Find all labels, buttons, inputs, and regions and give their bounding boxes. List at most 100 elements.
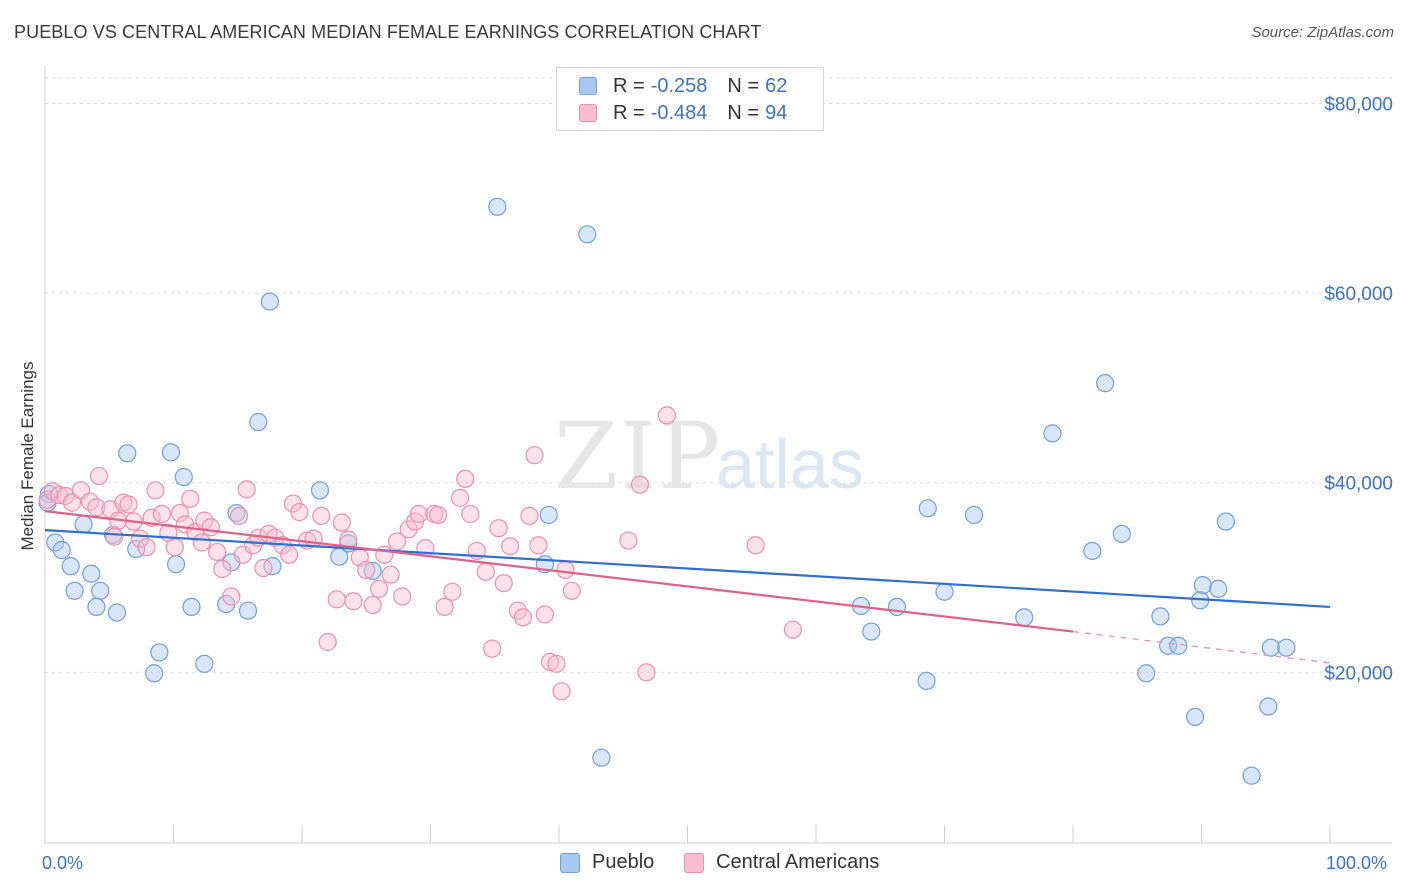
point-central-american xyxy=(170,503,190,523)
point-pueblo xyxy=(578,225,597,244)
point-pueblo xyxy=(887,597,907,617)
point-pueblo xyxy=(46,533,65,552)
legend-swatch-pueblo xyxy=(579,77,597,95)
point-central-american xyxy=(254,558,273,578)
point-pueblo xyxy=(260,292,279,311)
point-central-american xyxy=(208,542,227,562)
y-tick-label: $80,000 xyxy=(1324,94,1393,115)
correlation-legend: R = -0.258 N = 62 R = -0.484 N = 94 xyxy=(556,67,824,131)
point-central-american xyxy=(229,506,249,525)
point-pueblo xyxy=(592,748,611,767)
point-pueblo xyxy=(1216,512,1236,531)
chart-title: PUEBLO VS CENTRAL AMERICAN MEDIAN FEMALE… xyxy=(14,22,762,42)
point-central-american xyxy=(520,506,539,525)
point-central-american xyxy=(332,513,351,532)
point-pueblo xyxy=(118,444,137,463)
point-pueblo xyxy=(174,467,193,487)
point-central-american xyxy=(552,682,571,701)
point-central-american xyxy=(556,560,575,580)
point-pueblo xyxy=(65,581,84,600)
legend-row-central-americans: R = -0.484 N = 94 xyxy=(579,100,787,126)
point-central-american xyxy=(393,587,412,606)
point-central-american xyxy=(146,481,165,500)
point-central-american xyxy=(562,581,581,600)
watermark-zip: ZIP xyxy=(554,403,722,510)
point-central-american xyxy=(501,537,520,556)
point-pueblo xyxy=(82,564,101,583)
point-pueblo xyxy=(310,481,330,500)
point-central-american xyxy=(657,406,677,425)
point-central-american xyxy=(399,520,418,539)
point-pueblo xyxy=(91,581,110,600)
point-pueblo xyxy=(74,515,93,534)
point-central-american xyxy=(213,559,232,579)
legend-n-value: 94 xyxy=(765,101,788,124)
point-central-american xyxy=(525,446,544,465)
point-central-american xyxy=(443,582,462,601)
point-pueblo xyxy=(87,597,106,617)
point-central-american xyxy=(119,495,138,514)
point-central-american xyxy=(152,504,172,524)
point-pueblo xyxy=(1015,608,1034,627)
point-pueblo xyxy=(1209,579,1228,598)
gridlines xyxy=(45,77,1392,673)
point-pueblo xyxy=(1185,707,1205,726)
point-pueblo xyxy=(917,671,936,690)
point-central-american xyxy=(357,560,376,580)
point-central-american xyxy=(547,654,566,673)
legend-swatch-central-americans xyxy=(579,104,597,122)
watermark-atlas: atlas xyxy=(716,425,864,503)
point-central-american xyxy=(105,527,124,546)
point-central-american xyxy=(429,505,448,525)
point-central-american xyxy=(290,502,309,522)
point-pueblo xyxy=(107,603,127,622)
point-pueblo xyxy=(61,557,80,576)
point-central-american xyxy=(461,504,480,524)
point-central-american xyxy=(540,652,560,672)
point-pueblo xyxy=(1242,766,1261,785)
point-central-american xyxy=(535,605,554,624)
point-central-american xyxy=(280,545,299,564)
legend-n-label: N = xyxy=(727,74,760,97)
point-central-american xyxy=(304,529,323,548)
point-central-american xyxy=(192,533,211,552)
point-pueblo xyxy=(1083,541,1102,561)
point-pueblo xyxy=(935,582,954,601)
point-pueblo xyxy=(918,499,937,518)
point-pueblo xyxy=(238,601,258,620)
point-pueblo xyxy=(539,505,558,525)
point-central-american xyxy=(630,475,650,494)
point-central-american xyxy=(38,490,57,509)
y-tick-label: $40,000 xyxy=(1324,474,1393,495)
point-central-american xyxy=(529,536,548,555)
point-central-american xyxy=(456,469,475,489)
point-pueblo xyxy=(1137,664,1156,683)
point-pueblo xyxy=(1259,697,1278,716)
point-pueblo xyxy=(1261,638,1280,657)
legend-row-pueblo: R = -0.258 N = 62 xyxy=(579,73,787,99)
trendlines xyxy=(44,510,1331,664)
points-central-americans xyxy=(38,406,802,701)
point-pueblo xyxy=(1096,374,1115,393)
trendline-central-americans xyxy=(44,510,1074,633)
x-tick-label-max: 100.0% xyxy=(1326,853,1388,873)
point-central-american xyxy=(363,595,382,615)
point-pueblo xyxy=(363,561,382,580)
legend-r-value: -0.258 xyxy=(650,74,708,97)
point-central-american xyxy=(222,587,241,606)
point-central-american xyxy=(327,590,346,609)
point-pueblo xyxy=(161,443,181,462)
point-pueblo xyxy=(862,622,881,641)
point-pueblo xyxy=(227,503,246,523)
point-pueblo xyxy=(1158,636,1178,655)
y-tick-labels: $20,000 $40,000 $60,000 $80,000 xyxy=(1324,94,1393,684)
point-central-american xyxy=(137,538,156,557)
point-central-american xyxy=(637,663,656,682)
bottom-legend-label: Central Americans xyxy=(716,851,880,873)
point-pueblo xyxy=(150,643,169,662)
point-central-american xyxy=(375,545,394,564)
point-pueblo xyxy=(145,664,164,683)
point-central-american xyxy=(62,493,82,512)
point-central-american xyxy=(435,597,454,617)
point-central-american xyxy=(344,592,363,611)
